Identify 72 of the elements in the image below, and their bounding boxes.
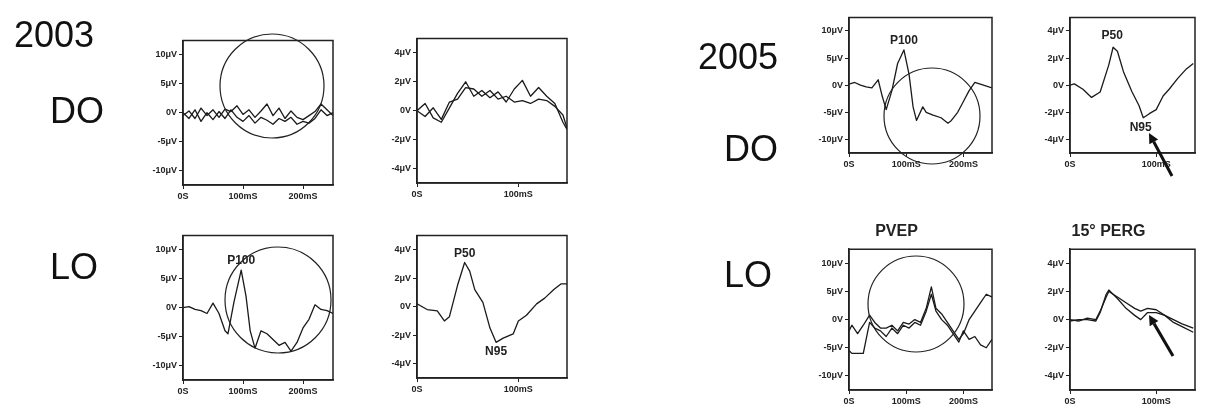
y-tick-label: 2μV [1047, 52, 1064, 63]
chart-title: PVEP [875, 222, 919, 240]
x-tick-label: 0S [177, 385, 189, 396]
y-tick-label: 10μV [155, 244, 177, 255]
x-tick-label: 100mS [891, 395, 921, 406]
y-tick-label: -4μV [1044, 133, 1064, 144]
y-tick-label: 0V [831, 79, 843, 90]
text: DO [724, 128, 778, 170]
y-tick-label: 10μV [821, 257, 843, 268]
x-tick-label: 100mS [1141, 395, 1171, 406]
y-tick-label: 5μV [826, 285, 843, 296]
x-tick-label: 0S [1064, 395, 1076, 406]
y-tick-label: 10μV [821, 25, 843, 36]
y-tick-label: 0V [1052, 79, 1064, 90]
x-tick-label: 200mS [288, 385, 318, 396]
y-tick-label: 0V [165, 302, 177, 313]
chart-title: 15° PERG [1071, 222, 1146, 240]
x-tick-label: 0S [843, 395, 855, 406]
y-tick-label: -10μV [818, 370, 843, 381]
x-tick-label: 0S [177, 190, 189, 201]
y-tick-label: 2μV [394, 76, 411, 87]
y-tick-label: 0V [1052, 314, 1064, 325]
y-tick-label: -2μV [1044, 342, 1064, 353]
x-tick-label: 100mS [228, 385, 258, 396]
x-tick-label: 0S [843, 158, 855, 169]
y-tick-label: 0V [399, 105, 411, 116]
y-tick-label: -5μV [823, 106, 843, 117]
y-tick-label: 4μV [1047, 257, 1064, 268]
y-tick-label: -4μV [1044, 370, 1064, 381]
annotation: P50 [1101, 27, 1124, 42]
text: DO [50, 90, 104, 132]
y-tick-label: 4μV [1047, 25, 1064, 36]
text: 2005 [698, 36, 779, 78]
text: 2003 [14, 14, 95, 56]
y-tick-label: 0V [399, 301, 411, 312]
y-tick-label: -4μV [391, 163, 411, 174]
y-tick-label: 4μV [394, 47, 411, 58]
text: LO [50, 246, 99, 288]
x-tick-label: 200mS [288, 190, 318, 201]
y-tick-label: 0V [165, 107, 177, 118]
y-tick-label: 4μV [394, 244, 411, 255]
y-tick-label: -4μV [391, 358, 411, 369]
x-tick-label: 200mS [948, 158, 978, 169]
y-tick-label: 5μV [160, 78, 177, 89]
x-tick-label: 200mS [948, 395, 978, 406]
y-tick-label: -5μV [157, 136, 177, 147]
y-tick-label: 2μV [1047, 285, 1064, 296]
x-tick-label: 0S [411, 188, 423, 199]
y-tick-label: -10μV [152, 165, 177, 176]
y-tick-label: -2μV [391, 329, 411, 340]
y-tick-label: -5μV [823, 342, 843, 353]
y-tick-label: 5μV [160, 273, 177, 284]
y-tick-label: -5μV [157, 331, 177, 342]
x-tick-label: 100mS [503, 188, 533, 199]
annotation: P100 [889, 33, 919, 48]
y-tick-label: -2μV [1044, 106, 1064, 117]
x-tick-label: 100mS [503, 383, 533, 394]
y-tick-label: -2μV [391, 134, 411, 145]
y-tick-label: -10μV [152, 360, 177, 371]
y-tick-label: 5μV [826, 52, 843, 63]
x-tick-label: 0S [1064, 158, 1076, 169]
annotation: N95 [485, 343, 508, 358]
text: LO [724, 254, 773, 296]
y-tick-label: 0V [831, 314, 843, 325]
x-tick-label: 100mS [228, 190, 258, 201]
y-tick-label: 2μV [394, 272, 411, 283]
x-tick-label: 0S [411, 383, 423, 394]
y-tick-label: -10μV [818, 133, 843, 144]
y-tick-label: 10μV [155, 49, 177, 60]
annotation: N95 [1129, 120, 1153, 135]
x-tick-label: 100mS [891, 158, 921, 169]
annotation: P50 [453, 245, 476, 260]
